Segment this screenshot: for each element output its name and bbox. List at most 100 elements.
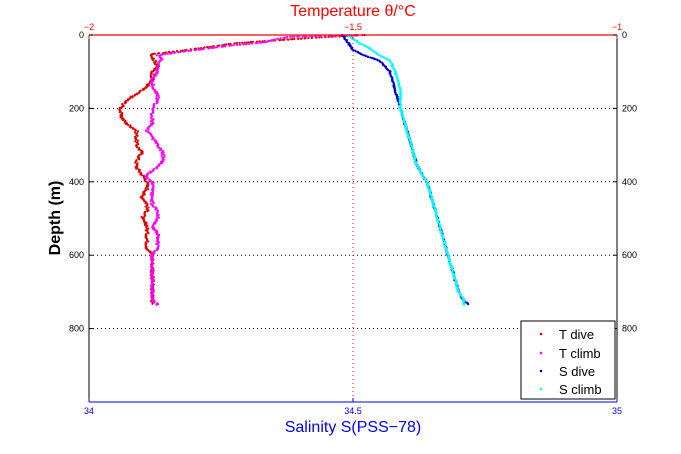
data-point (128, 97, 131, 100)
y-axis-label: Depth (m) (47, 181, 64, 256)
data-point (153, 299, 156, 302)
data-point (178, 50, 182, 54)
data-point (149, 72, 152, 75)
data-point (145, 226, 148, 229)
data-point (444, 243, 447, 246)
data-point (151, 302, 154, 305)
data-point (236, 43, 239, 47)
data-point (147, 172, 150, 175)
y-tick-label-right-0: 0 (622, 30, 627, 40)
data-point (247, 42, 251, 45)
data-point (163, 154, 166, 157)
data-point (364, 55, 367, 58)
data-point (145, 180, 148, 183)
data-point (144, 129, 147, 132)
data-point (144, 187, 147, 190)
data-point (245, 42, 248, 46)
data-point (170, 51, 173, 55)
chart-title: Temperature θ/°C (290, 3, 416, 20)
data-point (152, 221, 156, 224)
data-point (158, 163, 161, 166)
data-point (242, 43, 245, 46)
data-point (155, 236, 158, 239)
data-point (156, 98, 160, 101)
data-point (147, 206, 150, 209)
data-point (155, 95, 158, 98)
data-point (268, 39, 271, 42)
data-point (149, 251, 152, 255)
data-point (374, 58, 377, 61)
data-point (183, 50, 187, 53)
legend-label-t-climb: T climb (559, 346, 601, 361)
data-point (160, 152, 163, 155)
data-point (161, 149, 164, 153)
data-point (136, 146, 139, 149)
series-s-climb (347, 34, 466, 306)
data-point (327, 35, 330, 39)
data-point (264, 40, 267, 44)
data-point (387, 58, 390, 61)
data-point (149, 277, 153, 280)
data-point (395, 73, 398, 77)
data-point (152, 226, 156, 230)
data-point (143, 224, 147, 227)
data-point (153, 102, 156, 106)
data-point (121, 119, 125, 122)
data-point (155, 54, 158, 57)
data-point (141, 88, 144, 92)
data-point (238, 43, 242, 46)
data-point (155, 243, 158, 246)
data-point (156, 214, 159, 217)
data-point (187, 49, 190, 53)
data-point (151, 121, 154, 124)
data-point (352, 49, 355, 52)
data-point (149, 284, 152, 287)
data-point (152, 57, 156, 60)
data-point (149, 170, 152, 173)
data-point (149, 202, 153, 205)
data-point (254, 42, 257, 45)
y-tick-label-left-0: 0 (79, 30, 84, 40)
data-point (156, 229, 159, 233)
data-point (276, 37, 279, 40)
data-point (151, 203, 154, 206)
data-point (230, 44, 233, 47)
data-point (126, 99, 129, 102)
legend-marker-t-dive (539, 332, 543, 336)
salinity-tick-label-0: 34 (84, 406, 94, 416)
data-point (150, 279, 154, 282)
data-point (150, 272, 153, 275)
data-point (307, 36, 310, 40)
data-point (147, 240, 150, 243)
data-point (238, 41, 241, 45)
data-point (258, 41, 262, 44)
data-point (151, 58, 154, 62)
data-point (136, 139, 140, 142)
temperature-tick-label-2: −1 (612, 22, 622, 32)
data-point (157, 241, 161, 244)
data-point (133, 94, 136, 97)
data-point (157, 52, 160, 55)
data-point (194, 48, 197, 52)
data-point (301, 35, 304, 38)
data-point (279, 37, 282, 40)
data-point (212, 46, 215, 49)
data-point (157, 244, 160, 247)
data-point (310, 35, 314, 38)
data-point (150, 292, 153, 295)
y-tick-label-left-200: 200 (69, 103, 84, 113)
data-point (296, 35, 299, 38)
data-point (150, 191, 153, 194)
data-point (152, 192, 155, 195)
data-point (152, 118, 155, 121)
data-point (138, 158, 141, 161)
data-point (163, 155, 166, 159)
salinity-tick-label-2: 35 (612, 406, 622, 416)
data-point (363, 43, 366, 47)
legend-marker-s-climb (539, 387, 543, 391)
data-point (368, 46, 371, 49)
legend-item-s-dive: S dive (539, 364, 595, 379)
data-point (281, 38, 285, 42)
data-point (145, 208, 148, 211)
data-point (303, 37, 306, 40)
